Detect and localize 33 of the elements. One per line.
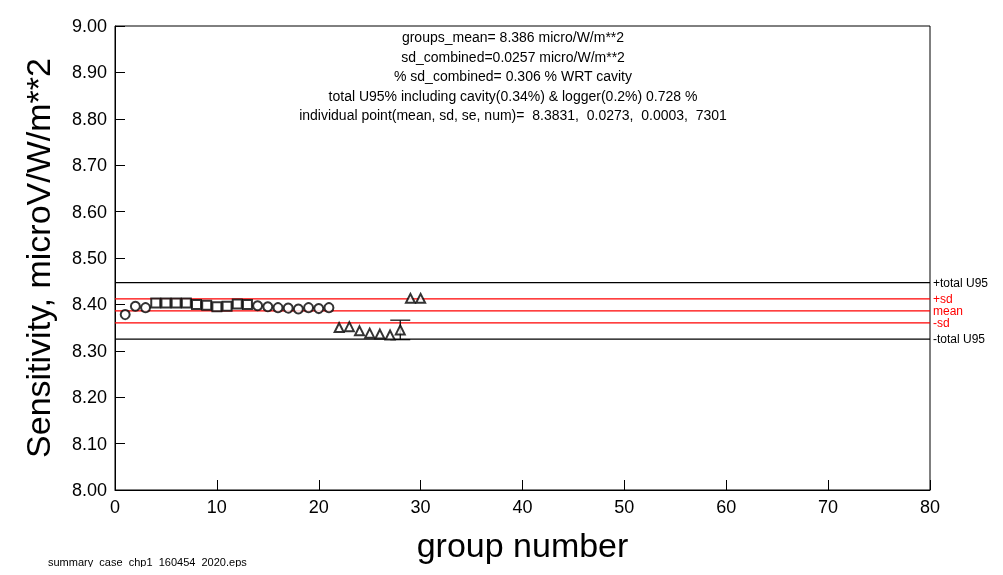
x-tick-label: 60	[716, 497, 737, 517]
ref-line-label: +sd	[933, 291, 953, 306]
y-tick-label: 8.50	[71, 248, 107, 268]
y-tick-label: 8.90	[71, 62, 107, 83]
ref-line-label: -sd	[933, 315, 950, 330]
x-tick-label: 80	[919, 497, 941, 517]
y-tick-label: 8.00	[71, 480, 107, 500]
y-tick-label: 8.20	[71, 387, 107, 408]
ref-line-label: +total U95	[933, 275, 989, 290]
annotation: groups_mean= 8.386 micro/W/m**2	[401, 29, 625, 45]
x-tick-label: 40	[512, 497, 533, 517]
y-tick-label: 8.70	[71, 155, 107, 176]
y-tick-label: 8.40	[71, 294, 107, 315]
x-tick-label: 30	[410, 497, 431, 517]
x-tick-label: 10	[206, 497, 227, 517]
annotation: individual point(mean, sd, se, num)= 8.3831, 0.0273, 0.0003, 7301	[299, 107, 728, 123]
x-axis-title: group number	[416, 526, 629, 564]
annotation: sd_combined=0.0257 micro/W/m**2	[401, 48, 626, 65]
ref-line-label: mean	[933, 303, 964, 318]
x-tick-label: 50	[614, 497, 635, 517]
y-tick-label: 8.30	[71, 340, 107, 361]
y-tick-label: 8.80	[71, 108, 107, 129]
ref-line-label: -total U95	[933, 332, 986, 347]
annotation: total U95% including cavity(0.34%) & logger(0.2%) 0.728 %	[328, 87, 698, 104]
y-tick-label: 8.60	[71, 201, 107, 222]
y-axis-title: Sensitivity, microV/W/m**2	[19, 58, 57, 458]
x-tick-label: 70	[818, 497, 839, 517]
annotation: % sd_combined= 0.306 % WRT cavity	[394, 68, 632, 84]
x-tick-label: 20	[308, 497, 329, 517]
x-tick-label: 0	[109, 497, 121, 517]
y-tick-label: 9.00	[71, 16, 107, 36]
y-tick-label: 8.10	[71, 433, 107, 454]
text: summary_case_chp1_160454_2020.eps	[48, 555, 248, 568]
